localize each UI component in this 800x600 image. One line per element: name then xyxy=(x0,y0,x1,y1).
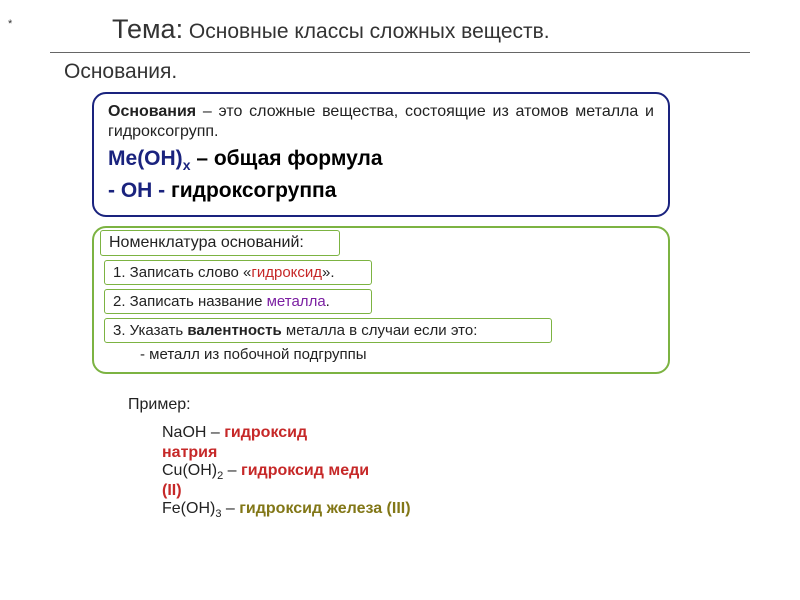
hydroxo-line: - ОН - гидроксогруппа xyxy=(108,177,654,205)
subtitle: Основания. xyxy=(64,60,177,84)
rule2-pre: 2. Записать название xyxy=(113,293,267,310)
nomenclature-note: - металл из побочной подгруппы xyxy=(140,346,367,363)
example-1-formula: NaOH xyxy=(162,424,206,441)
rule3-post: металла в случаи если это: xyxy=(282,322,478,339)
nomenclature-rule-1: 1. Записать слово «гидроксид». xyxy=(104,260,372,285)
example-2-formula-pre: Cu(OH) xyxy=(162,462,217,479)
example-1-name2: натрия xyxy=(162,444,217,461)
example-2: Cu(OH)2 – гидроксид меди xyxy=(162,462,369,482)
general-formula: Ме(ОН)х – общая формула xyxy=(108,145,654,175)
rule1-word: гидроксид xyxy=(251,264,322,281)
example-1-name: гидроксид xyxy=(224,424,307,441)
example-3-name: гидроксид железа (III) xyxy=(239,500,410,517)
page-title: Тема: Основные классы сложных веществ. xyxy=(112,14,550,45)
formula-me: Ме xyxy=(108,147,137,170)
nomenclature-header: Номенклатура оснований: xyxy=(100,230,340,256)
title-prefix: Тема: xyxy=(112,14,183,44)
example-1: NaOH – гидроксид xyxy=(162,424,307,442)
rule3-bold: валентность xyxy=(187,322,281,339)
nomenclature-rule-2: 2. Записать название металла. xyxy=(104,289,372,314)
example-1-line2: натрия xyxy=(162,444,217,462)
title-divider xyxy=(50,52,750,53)
rule2-word: металла xyxy=(267,293,326,310)
definition-lead: Основания xyxy=(108,103,196,120)
rule1-pre: 1. Записать слово « xyxy=(113,264,251,281)
corner-asterisk: * xyxy=(8,18,12,30)
title-rest: Основные классы сложных веществ. xyxy=(183,20,550,43)
rule2-post: . xyxy=(326,293,330,310)
formula-tail: – общая формула xyxy=(190,147,382,170)
definition-box: Основания – это сложные вещества, состоя… xyxy=(92,92,670,217)
nomenclature-rule-3: 3. Указать валентность металла в случаи … xyxy=(104,318,552,343)
definition-text: Основания – это сложные вещества, состоя… xyxy=(108,102,654,143)
example-label: Пример: xyxy=(128,396,191,414)
rule1-post: ». xyxy=(322,264,335,281)
example-1-dash: – xyxy=(206,424,224,441)
example-2-line2: (II) xyxy=(162,482,182,500)
example-3-formula-pre: Fe(OH) xyxy=(162,500,215,517)
rule3-pre: 3. Указать xyxy=(113,322,187,339)
formula-oh: (ОН) xyxy=(137,147,183,170)
example-3: Fe(OH)3 – гидроксид железа (III) xyxy=(162,500,411,520)
hydroxo-oh: - ОН - xyxy=(108,179,165,202)
example-2-name: гидроксид меди xyxy=(241,462,369,479)
example-2-name2: (II) xyxy=(162,482,182,499)
hydroxo-tail: гидроксогруппа xyxy=(165,179,336,202)
example-2-dash: – xyxy=(223,462,241,479)
example-3-dash: – xyxy=(221,500,239,517)
